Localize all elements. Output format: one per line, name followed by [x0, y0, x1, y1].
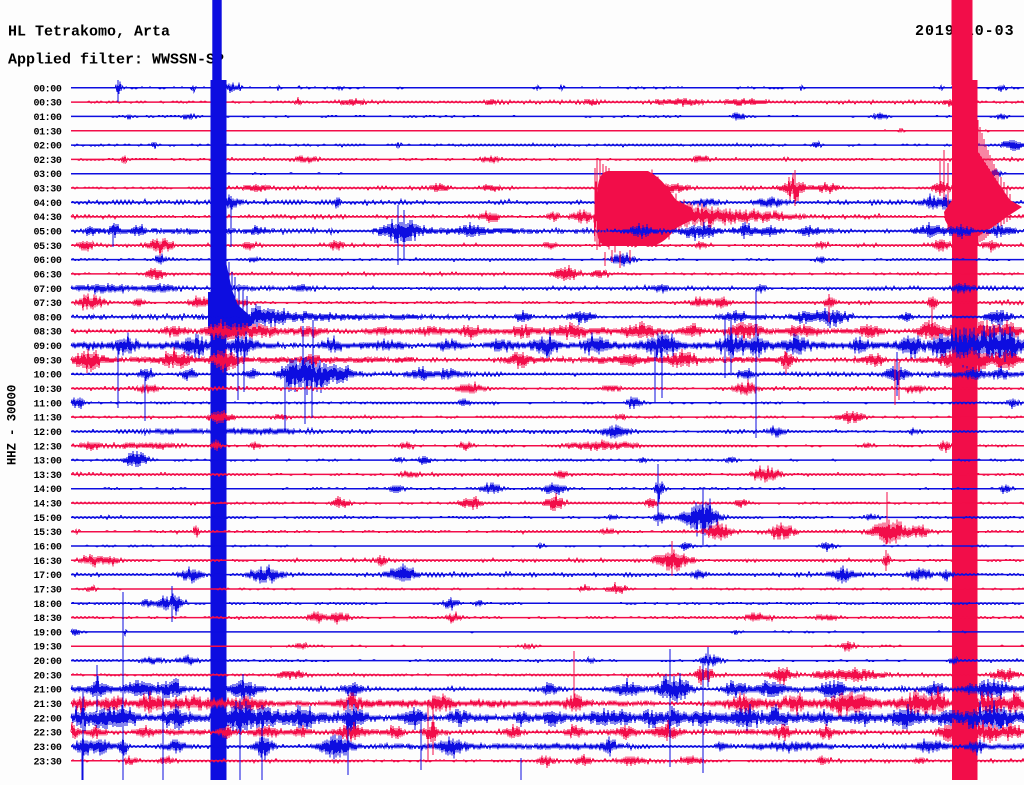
- svg-text:13:00: 13:00: [33, 457, 61, 468]
- svg-text:22:00: 22:00: [33, 714, 61, 725]
- svg-text:14:30: 14:30: [33, 500, 61, 511]
- svg-text:12:00: 12:00: [33, 428, 61, 439]
- svg-text:HL Tetrakomo, Arta: HL Tetrakomo, Arta: [8, 23, 170, 40]
- svg-text:06:30: 06:30: [33, 270, 61, 281]
- svg-text:02:30: 02:30: [33, 156, 61, 167]
- svg-text:04:00: 04:00: [33, 199, 61, 210]
- svg-text:13:30: 13:30: [33, 471, 61, 482]
- svg-text:12:30: 12:30: [33, 442, 61, 453]
- svg-text:17:30: 17:30: [33, 586, 61, 597]
- svg-text:19:00: 19:00: [33, 628, 61, 639]
- svg-text:11:00: 11:00: [33, 399, 61, 410]
- svg-text:16:00: 16:00: [33, 543, 61, 554]
- svg-text:08:00: 08:00: [33, 313, 61, 324]
- svg-text:06:00: 06:00: [33, 256, 61, 267]
- svg-text:00:30: 00:30: [33, 99, 61, 110]
- svg-text:20:00: 20:00: [33, 657, 61, 668]
- svg-text:05:00: 05:00: [33, 228, 61, 239]
- svg-text:21:00: 21:00: [33, 686, 61, 697]
- svg-text:19:30: 19:30: [33, 643, 61, 654]
- svg-text:02:00: 02:00: [33, 142, 61, 153]
- svg-text:03:00: 03:00: [33, 170, 61, 181]
- svg-text:01:30: 01:30: [33, 127, 61, 138]
- svg-text:07:00: 07:00: [33, 285, 61, 296]
- svg-text:18:00: 18:00: [33, 600, 61, 611]
- svg-text:Applied filter: WWSSN-SP: Applied filter: WWSSN-SP: [8, 51, 224, 68]
- svg-text:14:00: 14:00: [33, 485, 61, 496]
- svg-text:15:00: 15:00: [33, 514, 61, 525]
- svg-text:09:30: 09:30: [33, 356, 61, 367]
- svg-text:09:00: 09:00: [33, 342, 61, 353]
- svg-text:03:30: 03:30: [33, 185, 61, 196]
- svg-text:05:30: 05:30: [33, 242, 61, 253]
- svg-text:10:30: 10:30: [33, 385, 61, 396]
- svg-text:01:00: 01:00: [33, 113, 61, 124]
- svg-text:11:30: 11:30: [33, 414, 61, 425]
- svg-text:10:00: 10:00: [33, 371, 61, 382]
- svg-text:04:30: 04:30: [33, 213, 61, 224]
- svg-text:16:30: 16:30: [33, 557, 61, 568]
- svg-text:07:30: 07:30: [33, 299, 61, 310]
- svg-text:21:30: 21:30: [33, 700, 61, 711]
- svg-text:HHZ - 30000: HHZ - 30000: [5, 385, 19, 465]
- svg-text:20:30: 20:30: [33, 671, 61, 682]
- svg-text:00:00: 00:00: [33, 84, 61, 95]
- svg-text:17:00: 17:00: [33, 571, 61, 582]
- svg-text:18:30: 18:30: [33, 614, 61, 625]
- svg-text:23:30: 23:30: [33, 757, 61, 768]
- svg-text:23:00: 23:00: [33, 743, 61, 754]
- svg-text:15:30: 15:30: [33, 528, 61, 539]
- svg-text:22:30: 22:30: [33, 729, 61, 740]
- svg-text:08:30: 08:30: [33, 328, 61, 339]
